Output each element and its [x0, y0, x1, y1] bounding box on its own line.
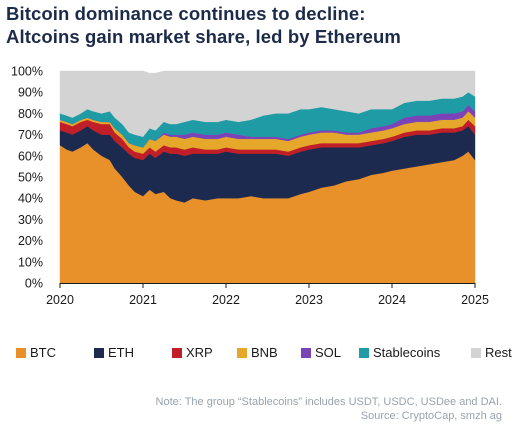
- y-tick-label: 50%: [18, 171, 43, 185]
- y-tick-label: 70%: [18, 128, 43, 142]
- area-rest: [59, 70, 476, 137]
- legend-label: BNB: [251, 345, 278, 360]
- area-layer: [59, 70, 476, 284]
- stacked-area-chart: 0%10%20%30%40%50%60%70%80%90%100% 2020 20…: [11, 65, 489, 308]
- source-line: Source: CryptoCap, smzh ag: [360, 410, 502, 422]
- y-tick-label: 60%: [18, 149, 43, 163]
- chart-title-line-1: Bitcoin dominance continues to decline:: [6, 3, 366, 24]
- x-tick-label: 2025: [461, 293, 489, 307]
- x-tick-label: 2022: [212, 293, 240, 307]
- legend-label: XRP: [186, 345, 213, 360]
- chart-legend: BTC ETH XRP BNB SOL Stablecoins Rest: [16, 344, 515, 364]
- y-axis: 0% 10% 20% 30% 40% 50% 60% 70% 80% 90% 100%: [11, 65, 43, 291]
- legend-swatch: [237, 348, 247, 358]
- legend-label: BTC: [30, 345, 56, 360]
- legend-swatch: [471, 348, 481, 358]
- x-tick-label: 2020: [46, 293, 74, 307]
- legend-label: SOL: [315, 345, 342, 360]
- y-tick-label: 20%: [18, 234, 43, 248]
- y-tick-label: 0%: [25, 277, 43, 291]
- legend-label: Stablecoins: [373, 345, 441, 360]
- legend-label: Rest: [485, 345, 512, 360]
- legend-swatch: [94, 348, 104, 358]
- legend-label: ETH: [108, 345, 134, 360]
- x-axis: 2020 2021 2022 2023 2024 2025: [46, 283, 489, 307]
- legend-swatch: [359, 348, 369, 358]
- y-tick-label: 100%: [11, 65, 43, 79]
- x-tick-label: 2023: [295, 293, 323, 307]
- legend-swatch: [16, 348, 26, 358]
- x-tick-label: 2024: [378, 293, 406, 307]
- y-tick-label: 10%: [18, 255, 43, 269]
- chart-note: Note: The group “Stablecoins” includes U…: [156, 395, 502, 423]
- legend-swatch: [172, 348, 182, 358]
- y-tick-label: 30%: [18, 213, 43, 227]
- x-tick-label: 2021: [129, 293, 157, 307]
- chart-title-line-2: Altcoins gain market share, led by Ether…: [6, 26, 401, 47]
- y-tick-label: 90%: [18, 86, 43, 100]
- legend-swatch: [301, 348, 311, 358]
- y-tick-label: 80%: [18, 107, 43, 121]
- y-tick-label: 40%: [18, 192, 43, 206]
- chart-title: Bitcoin dominance continues to decline: …: [6, 2, 511, 48]
- footnote: Note: The group “Stablecoins” includes U…: [155, 396, 502, 408]
